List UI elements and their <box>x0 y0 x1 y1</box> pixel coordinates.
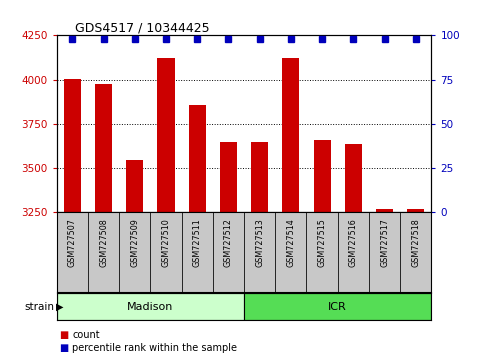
Bar <box>189 105 206 212</box>
Text: GSM727511: GSM727511 <box>193 218 202 267</box>
Text: GSM727512: GSM727512 <box>224 218 233 267</box>
Bar <box>338 212 369 292</box>
Bar <box>376 209 393 212</box>
Text: GSM727517: GSM727517 <box>380 218 389 267</box>
Bar <box>213 212 244 292</box>
Text: ▶: ▶ <box>56 302 64 312</box>
Text: GSM727508: GSM727508 <box>99 218 108 267</box>
Bar <box>64 79 81 212</box>
Bar <box>314 140 331 212</box>
Bar <box>282 57 299 212</box>
Text: Madison: Madison <box>127 302 174 312</box>
Bar <box>181 212 213 292</box>
Text: strain: strain <box>24 302 54 312</box>
Bar <box>244 293 431 320</box>
Bar <box>407 209 424 212</box>
Text: count: count <box>72 330 100 339</box>
Bar <box>275 212 307 292</box>
Bar <box>57 212 88 292</box>
Text: GDS4517 / 10344425: GDS4517 / 10344425 <box>75 21 210 34</box>
Bar <box>95 84 112 212</box>
Bar <box>369 212 400 292</box>
Text: GSM727509: GSM727509 <box>130 218 139 267</box>
Bar <box>220 142 237 212</box>
Bar <box>345 144 362 212</box>
Bar <box>119 212 150 292</box>
Bar <box>57 293 244 320</box>
Text: GSM727510: GSM727510 <box>162 218 171 267</box>
Bar <box>88 212 119 292</box>
Bar <box>157 57 175 212</box>
Text: GSM727515: GSM727515 <box>317 218 326 267</box>
Text: GSM727516: GSM727516 <box>349 218 358 267</box>
Bar <box>244 212 275 292</box>
Bar <box>251 142 268 212</box>
Text: GSM727507: GSM727507 <box>68 218 77 267</box>
Bar <box>307 212 338 292</box>
Text: ICR: ICR <box>328 302 347 312</box>
Text: GSM727513: GSM727513 <box>255 218 264 267</box>
Text: percentile rank within the sample: percentile rank within the sample <box>72 343 238 353</box>
Text: GSM727514: GSM727514 <box>286 218 295 267</box>
Bar <box>400 212 431 292</box>
Text: ■: ■ <box>59 343 69 353</box>
Bar <box>126 160 143 212</box>
Text: ■: ■ <box>59 330 69 339</box>
Bar <box>150 212 181 292</box>
Text: GSM727518: GSM727518 <box>411 218 420 267</box>
